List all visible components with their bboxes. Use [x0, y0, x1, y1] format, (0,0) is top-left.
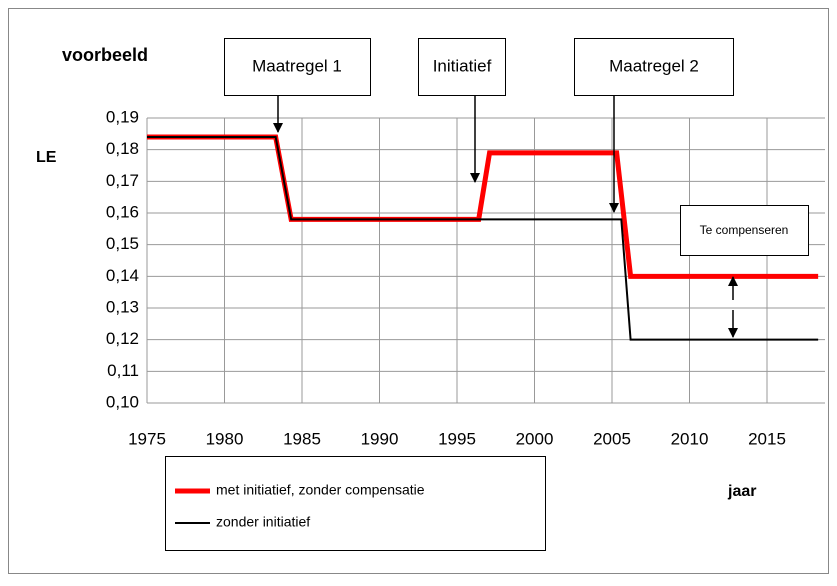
annotation-box [574, 38, 734, 96]
x-tick-label: 1980 [206, 429, 244, 448]
annotation-box [680, 205, 809, 256]
annotation-box [224, 38, 371, 96]
annotations: Maatregel 1 Initiatief Maatregel 2 Te co… [224, 38, 809, 338]
plot-area: 0,10 0,11 0,12 0,13 0,14 0,15 0,16 0,17 0,18 0,19… [106, 107, 825, 448]
y-axis-label: LE [36, 149, 57, 166]
y-tick-label: 0,12 [106, 329, 139, 348]
y-tick-label: 0,16 [106, 202, 139, 221]
y-tick-label: 0,13 [106, 297, 139, 316]
y-tick-label: 0,19 [106, 107, 139, 126]
legend-label: zonder initiatief [216, 514, 310, 530]
x-axis-label: jaar [727, 483, 756, 500]
x-tick-label: 2000 [516, 429, 554, 448]
annotation: Maatregel 2 [609, 56, 699, 75]
y-tick-label: 0,10 [106, 392, 139, 411]
x-tick-label: 1975 [128, 429, 166, 448]
x-tick-label: 2010 [671, 429, 709, 448]
chart-title: voorbeeld [62, 45, 148, 65]
x-tick-label: 1990 [361, 429, 399, 448]
y-tick-label: 0,18 [106, 139, 139, 158]
y-tick-label: 0,11 [107, 361, 139, 380]
x-tick-label: 1995 [438, 429, 476, 448]
annotation: Maatregel 1 [252, 56, 342, 75]
y-tick-label: 0,14 [106, 266, 139, 285]
line-series [147, 136, 819, 341]
legend-label: met initiatief, zonder compensatie [216, 482, 425, 498]
annotation: Initiatief [433, 56, 492, 75]
annotation: Te compenseren [700, 223, 789, 237]
annotation-box [418, 38, 506, 96]
y-tick-label: 0,15 [106, 234, 139, 253]
legend [165, 456, 546, 551]
x-tick-label: 2005 [593, 429, 631, 448]
x-tick-label: 2015 [748, 429, 786, 448]
x-tick-label: 1985 [283, 429, 321, 448]
y-tick-label: 0,17 [106, 171, 139, 190]
